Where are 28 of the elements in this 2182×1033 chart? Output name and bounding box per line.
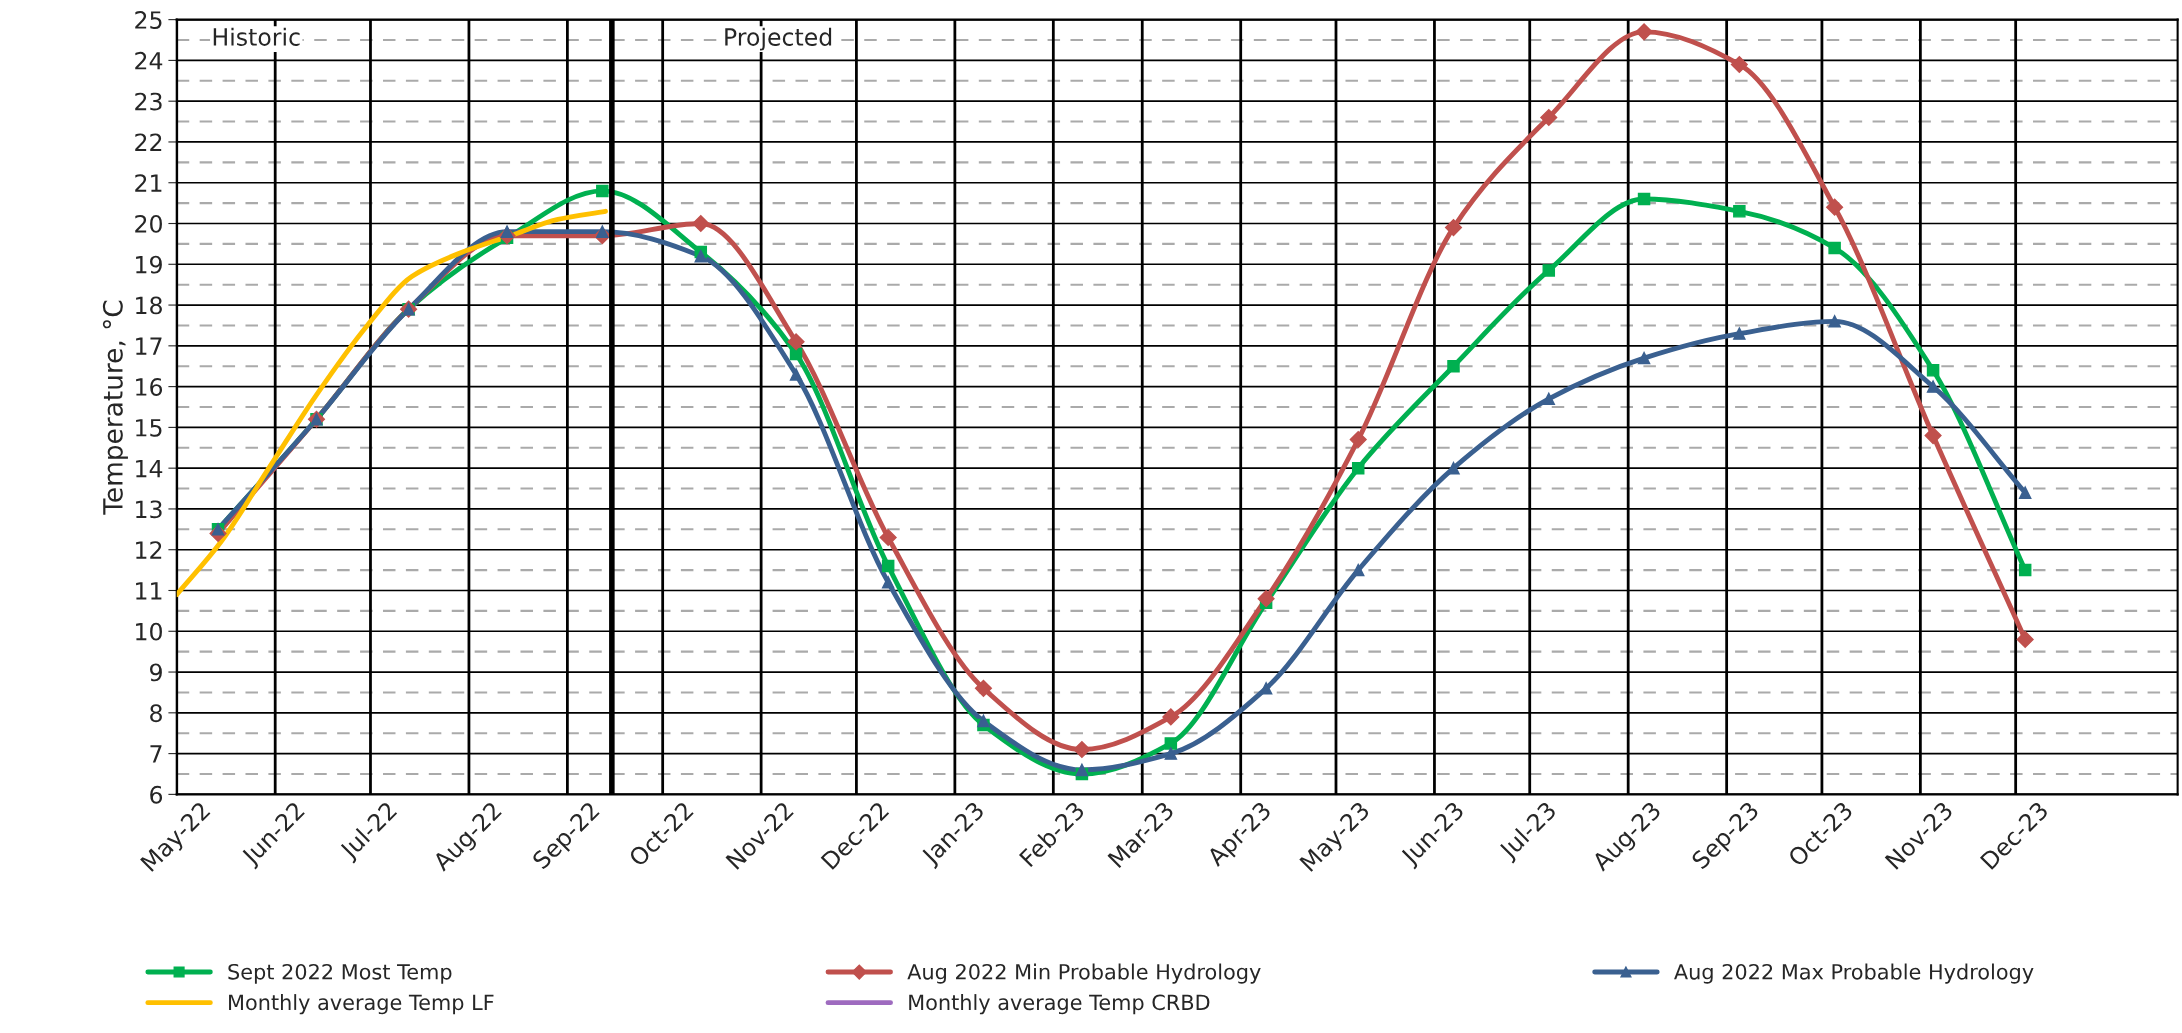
y-tick-label: 23 xyxy=(135,92,162,111)
y-tick-label: 7 xyxy=(150,745,162,763)
y-tick-label: 11 xyxy=(136,582,162,600)
y-tick-label: 14 xyxy=(136,459,163,478)
legend-label: Monthly average Temp CRBD xyxy=(909,994,1210,1015)
y-tick-label: 17 xyxy=(136,337,162,355)
y-tick-label: 24 xyxy=(135,51,163,70)
y-tick-label: 22 xyxy=(135,133,162,151)
y-tick-label: 15 xyxy=(136,419,162,437)
legend-label: Monthly average Temp LF xyxy=(229,994,494,1015)
y-axis-title: Temperature, °C xyxy=(102,300,128,515)
y-tick-label: 8 xyxy=(150,704,162,723)
y-tick-label: 20 xyxy=(135,214,162,233)
legend-label: Aug 2022 Min Probable Hydrology xyxy=(907,963,1261,984)
y-tick-label: 6 xyxy=(150,785,163,804)
legend-label: Aug 2022 Max Probable Hydrology xyxy=(1674,963,2034,984)
y-tick-label: 25 xyxy=(135,11,162,29)
legend-label: Sept 2022 Most Temp xyxy=(228,963,452,984)
y-tick-label: 21 xyxy=(135,174,162,192)
annotation: Historic xyxy=(213,27,300,46)
y-tick-label: 19 xyxy=(136,255,162,274)
y-tick-label: 9 xyxy=(150,663,162,682)
y-tick-label: 18 xyxy=(136,296,162,315)
y-tick-label: 13 xyxy=(136,500,162,519)
y-tick-label: 10 xyxy=(136,622,162,641)
annotation: Projected xyxy=(725,27,832,51)
y-tick-label: 16 xyxy=(136,378,163,396)
y-tick-label: 12 xyxy=(136,541,162,559)
